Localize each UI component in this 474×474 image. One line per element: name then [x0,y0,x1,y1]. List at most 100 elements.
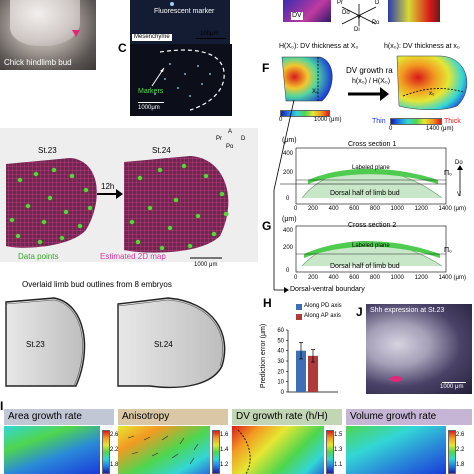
fluorescent-dot [170,2,174,6]
tick-area-1: 2.2 [110,447,119,453]
d-stage-2: St.24 [152,146,171,155]
map-header-2: DV growth rate (h/H) [232,409,342,425]
panel-f-letter: F [262,61,270,75]
panel-c-scale: 1000μm [138,105,160,111]
cross1-y-400: 400 [283,151,294,157]
h-y-tick-label: 40 [277,349,284,355]
d-scale: 1000 μm [194,262,218,268]
j-scale: 1000 μm [440,384,464,390]
f-right-heatmap-svg: x₀ [396,55,468,110]
cross2-x-tick: 1200 [414,275,428,281]
d-stage-1: St.23 [38,146,57,155]
cbar-volume [448,430,456,474]
panel-a-caption: Chick hindlimb bud [4,58,72,67]
panel-h-letter: H [263,296,272,310]
overlay-stage-2: St.24 [154,340,173,349]
cross1-x-tick: 800 [369,206,380,212]
d-legend-map: Estimated 2D map [100,252,166,261]
panel-b-photo: Fluorescent marker Mesenchyme [130,0,230,44]
f-colorbar-right [390,118,442,125]
tick-dv-0: 1.5 [334,432,343,438]
cross2-y-0: 0 [286,268,290,274]
cross1-pi: Π₀ [444,170,452,177]
panel-i-letter: I [0,399,4,413]
panel-c-letter: C [118,41,127,55]
tick-aniso-1: 1.4 [220,447,229,453]
cross1-y-0: 0 [286,196,290,202]
cross2-ylabel: (μm) [282,216,297,223]
h-legend-pd: Along PD axis [304,303,342,309]
tick-aniso-2: 1.2 [220,462,229,468]
tick-volume-1: 2.2 [456,447,465,453]
axis-pr: Pr [337,0,343,6]
f-cbar1-min: 0 [279,117,283,123]
f-cbar2-min: 0 [389,126,393,132]
anisotropy-svg [127,435,199,465]
d-axis-d: D [241,136,246,142]
panel-a-photo: Chick hindlimb bud [0,0,96,70]
panel-b-scale-bar [196,38,226,39]
cross1-x-tick: 1000 [390,206,404,212]
h-y-tick-label: 20 [277,369,284,375]
f-left-heatmap-svg: X₀ [281,56,333,102]
map-title-1: Anisotropy [122,411,170,422]
cross2-xticks: 0 200 400 600 800 1000 1200 1400 (μm) [294,275,466,282]
cross1-labeled-plane: Labeled plane [352,165,390,171]
panel-c-svg [151,49,225,111]
cross2-y-400: 400 [283,228,294,234]
overlay-stage-1: St.23 [26,340,45,349]
f-thin-label: Thin [372,118,386,125]
cross1-v: V [457,192,462,198]
map-volume-growth [346,426,446,474]
map-header-0: Area growth rate [4,409,114,425]
dv-boundary-label: Dorsal-ventral boundary [290,286,365,293]
h-y-tick-label: 50 [277,338,284,344]
h-y-tick-label: 30 [277,359,284,365]
j-shh-spot [390,376,402,382]
markers-label: Markers [138,88,164,95]
h-y-tick-label: 0 [281,390,285,396]
j-title: Shh expression at St.23 [370,307,445,314]
top-dv-label: DV [291,12,303,20]
overlay-svg [5,297,226,389]
tick-dv-2: 1.1 [334,462,343,468]
f-left-formula: H(X₀): DV thickness at X₀ [279,43,359,50]
map-title-2: DV growth rate (h/H) [236,411,328,422]
top-axis-arrows [341,4,377,26]
f-right-heatmap: x₀ [393,52,473,112]
cbar-aniso [212,430,220,474]
panel-c-photo: Markers 1000μm [130,44,232,116]
map-dv-growth [232,426,324,474]
tick-dv-1: 1.3 [334,447,343,453]
h-legend-pd-swatch [296,304,302,310]
d-axis-pr: Pr [216,136,222,142]
cbar-area [102,430,110,474]
panel-d-svg [6,156,229,259]
f-thick-label: Thick [444,118,461,125]
overlay-title: Overlaid limb bud outlines from 8 embryo… [22,280,172,289]
mesenchyme-label: Mesenchyme [132,34,172,41]
cross1-x-tick: 0 [294,206,298,212]
cross1-ylabel: (μm) [282,137,297,144]
f-arrow-title: DV growth rate [346,66,400,75]
cbar-dv [326,430,334,474]
f-arrow-formula: h(x₀) / H(X₀) [352,78,391,85]
cross1-x-tick: 200 [307,206,318,212]
panel-g-letter: G [262,219,272,233]
dv-growth-svg [237,429,251,474]
cross2-x-tick: 0 [294,275,298,281]
cross2-x-tick: 400 [328,275,339,281]
cross1-x-tick: 1400 (μm) [438,206,466,212]
cross2-dorsal: Dorsal half of limb bud [330,263,400,270]
cross2-plot [295,225,447,273]
d-axis-a: A [228,129,233,135]
cross2-x-tick: 200 [307,275,318,281]
f-cbar2-max: 1400 (μm) [426,126,454,132]
f-right-formula: h(x₀): DV thickness at x₀ [384,43,460,50]
h-y-tick-label: 60 [277,328,284,334]
map-title-0: Area growth rate [8,411,82,422]
dv-boundary-bracket [273,100,295,293]
embryo-shape [10,0,80,46]
panel-b-scale: 100μm [200,31,219,37]
cross1-x-tick: 1200 [414,206,428,212]
